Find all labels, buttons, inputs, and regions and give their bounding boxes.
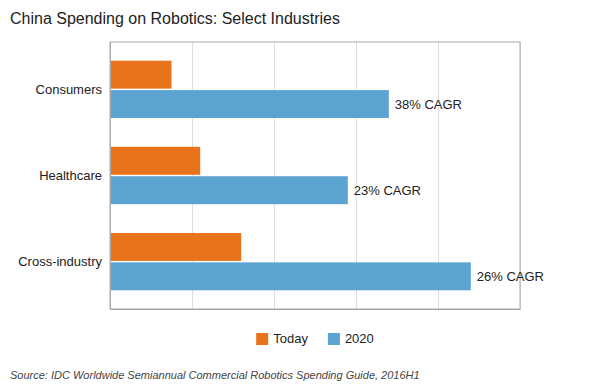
annotation: 23% CAGR (354, 183, 421, 198)
legend: Today 2020 (256, 331, 374, 346)
x-axis (111, 42, 521, 310)
grid-line (110, 42, 111, 309)
y-tick: Cross-industry (18, 254, 110, 269)
legend-swatch (328, 333, 340, 345)
bars (110, 61, 471, 291)
legend-label: Today (273, 331, 308, 346)
bar (110, 90, 389, 118)
annotation: 26% CAGR (477, 269, 544, 284)
title: China Spending on Robotics: Select Indus… (10, 10, 340, 27)
plot: Cross-industry Healthcare Consumers 26% CAG… (18, 42, 544, 310)
bar (110, 147, 200, 175)
x-tick (110, 42, 111, 309)
bar (110, 233, 241, 261)
plot-frame (110, 42, 520, 309)
axis-line (110, 43, 111, 310)
y-tick: Consumers (36, 82, 110, 97)
y-tick: Healthcare (39, 168, 110, 183)
y-tick-label: Consumers (36, 82, 103, 97)
bar (110, 61, 172, 89)
y-tick-label: Cross-industry (18, 254, 102, 269)
series (110, 90, 471, 290)
legend-swatch (256, 333, 268, 345)
bar (110, 176, 348, 204)
annotation: 38% CAGR (395, 97, 462, 112)
bar (110, 262, 471, 290)
legend-label: 2020 (345, 331, 374, 346)
source: Source: IDC Worldwide Semiannual Commerc… (10, 369, 420, 381)
y-tick-label: Healthcare (39, 168, 102, 183)
chart: China Spending on Robotics: Select Indus… (0, 0, 600, 387)
y-axis: Cross-industry Healthcare Consumers (18, 43, 110, 310)
legend-item: 2020 (328, 331, 374, 346)
legend-item: Today (256, 331, 308, 346)
